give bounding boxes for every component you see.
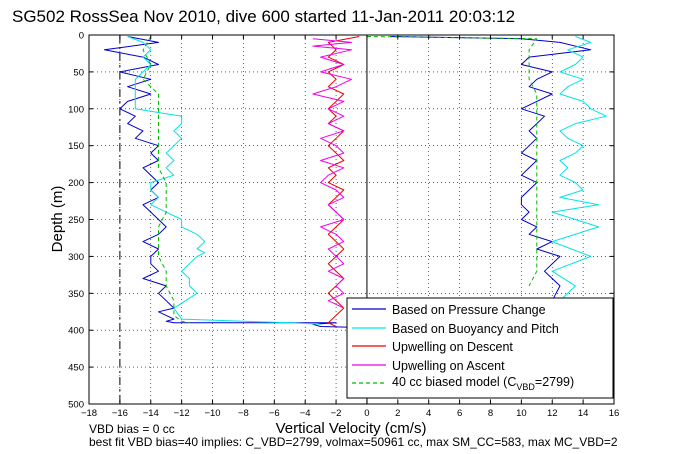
series-line-descent xyxy=(327,36,360,327)
y-tick-label: 200 xyxy=(68,178,84,189)
x-tick-label: −2 xyxy=(331,408,342,419)
x-tick-label: −4 xyxy=(300,408,311,419)
series-line-model xyxy=(142,36,190,324)
x-ticks: −18 −16 −14 −12 −10 −8 −6 −4 −2 0 2 4 6 8 10 12 14 16 xyxy=(81,35,619,419)
legend-label-model-suffix: =2799) xyxy=(535,375,574,389)
x-tick-label: 14 xyxy=(578,408,589,419)
x-axis-label: Vertical Velocity (cm/s) xyxy=(276,420,427,437)
legend-label-model-sub: VBD xyxy=(516,382,535,392)
y-tick-label: 350 xyxy=(68,289,84,300)
legend: Based on Pressure Change Based on Buoyan… xyxy=(346,297,614,399)
y-tick-label: 50 xyxy=(73,67,84,78)
y-tick-label: 450 xyxy=(68,363,84,374)
x-tick-label: 6 xyxy=(457,408,462,419)
x-tick-label: −6 xyxy=(269,408,280,419)
y-tick-label: 100 xyxy=(68,104,84,115)
y-axis-label: Depth (m) xyxy=(49,186,66,253)
series-line-pressure xyxy=(103,36,352,328)
x-tick-label: 2 xyxy=(395,408,400,419)
y-tick-label: 300 xyxy=(68,252,84,263)
x-tick-label: −14 xyxy=(143,408,159,419)
series-line-pressure xyxy=(390,36,592,301)
series xyxy=(103,36,607,328)
x-tick-label: −10 xyxy=(204,408,220,419)
x-tick-label: −8 xyxy=(238,408,249,419)
y-ticks: 0 50 100 150 200 250 300 350 400 450 500 xyxy=(68,31,614,411)
x-tick-label: −16 xyxy=(112,408,128,419)
series-line-buoyancy xyxy=(127,36,321,325)
y-tick-label: 0 xyxy=(79,31,84,42)
x-tick-label: 12 xyxy=(547,408,558,419)
series-line-buoyancy xyxy=(551,36,607,302)
footnote-line-1: VBD bias = 0 cc xyxy=(89,422,175,436)
series-line-model xyxy=(366,36,538,287)
footnote-line-2: best fit VBD bias=40 implies: C_VBD=2799… xyxy=(89,435,618,449)
x-tick-label: 10 xyxy=(516,408,527,419)
legend-label-buoyancy: Based on Buoyancy and Pitch xyxy=(392,322,559,336)
x-tick-label: 8 xyxy=(488,408,493,419)
chart-title: SG502 RossSea Nov 2010, dive 600 started… xyxy=(12,7,515,26)
x-tick-label: −18 xyxy=(81,408,97,419)
legend-label-pressure: Based on Pressure Change xyxy=(392,303,546,317)
y-tick-label: 250 xyxy=(68,215,84,226)
x-tick-label: 0 xyxy=(364,408,369,419)
y-tick-label: 150 xyxy=(68,141,84,152)
legend-box xyxy=(346,297,614,399)
series-line-ascent xyxy=(312,38,352,309)
x-tick-label: 4 xyxy=(426,408,431,419)
x-tick-label: 16 xyxy=(609,408,620,419)
y-tick-label: 500 xyxy=(68,400,84,411)
legend-label-model-prefix: 40 cc biased model (C xyxy=(392,375,516,389)
y-tick-label: 400 xyxy=(68,326,84,337)
legend-label-ascent: Upwelling on Ascent xyxy=(392,359,505,373)
x-tick-label: −12 xyxy=(174,408,190,419)
legend-label-model: 40 cc biased model (CVBD=2799) xyxy=(392,375,574,392)
legend-label-descent: Upwelling on Descent xyxy=(392,340,513,354)
